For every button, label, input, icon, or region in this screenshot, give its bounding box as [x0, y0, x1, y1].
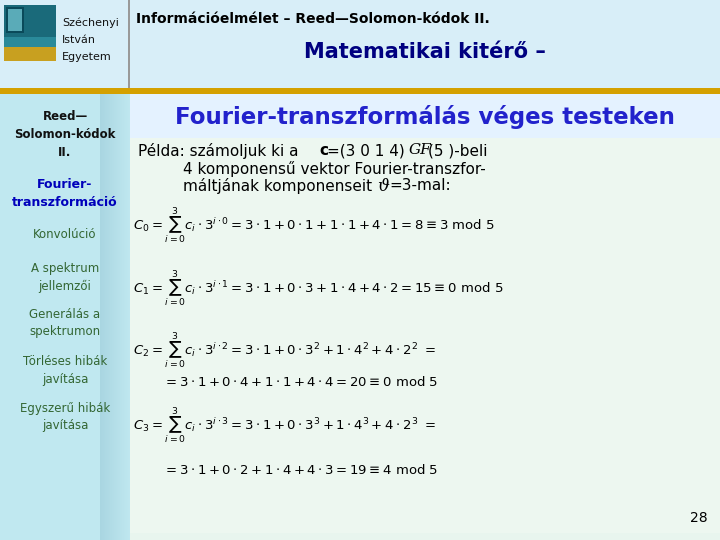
Bar — [112, 94, 113, 540]
Bar — [0, 94, 130, 540]
Bar — [101, 94, 102, 540]
Text: $C_3 = \sum_{i=0}^{3} c_i \cdot 3^{i \cdot 3} = 3 \cdot 1 + 0 \cdot 3^3 + 1 \cdo: $C_3 = \sum_{i=0}^{3} c_i \cdot 3^{i \cd… — [133, 405, 436, 446]
Bar — [100, 94, 101, 540]
Text: =3-mal:: =3-mal: — [389, 178, 451, 193]
Bar — [115, 94, 116, 540]
Text: máltjának komponenseit: máltjának komponenseit — [183, 178, 377, 194]
Bar — [4, 47, 56, 61]
Text: Fourier-transzformálás véges testeken: Fourier-transzformálás véges testeken — [175, 105, 675, 129]
Text: 4 komponensű vektor Fourier-transzfor-: 4 komponensű vektor Fourier-transzfor- — [183, 161, 486, 177]
Bar — [104, 94, 105, 540]
Text: Fourier-
transzformáció: Fourier- transzformáció — [12, 178, 118, 209]
Text: Matematikai kitérő –: Matematikai kitérő – — [304, 42, 546, 62]
Bar — [130, 138, 720, 533]
Text: ϑ: ϑ — [377, 178, 389, 195]
Text: Információelmélet – Reed—Solomon-kódok II.: Információelmélet – Reed—Solomon-kódok I… — [136, 12, 490, 26]
Text: $= 3 \cdot 1 + 0 \cdot 2 + 1 \cdot 4 + 4 \cdot 3 = 19 \equiv 4\ \mathrm{mod}\ 5$: $= 3 \cdot 1 + 0 \cdot 2 + 1 \cdot 4 + 4… — [163, 463, 438, 477]
Bar — [127, 94, 128, 540]
Bar — [107, 94, 108, 540]
Text: A spektrum
jellemzői: A spektrum jellemzői — [31, 262, 99, 293]
Bar — [0, 0, 720, 90]
Bar — [119, 94, 120, 540]
Bar — [124, 94, 125, 540]
Bar — [129, 94, 130, 540]
Text: Generálás a
spektrumon: Generálás a spektrumon — [30, 308, 101, 339]
Text: Egyetem: Egyetem — [62, 52, 112, 62]
Text: Konvolúció: Konvolúció — [33, 228, 96, 241]
Text: (5 )-beli: (5 )-beli — [428, 143, 487, 158]
Bar — [6, 7, 24, 33]
Text: Széchenyi: Széchenyi — [62, 18, 119, 29]
Bar — [0, 88, 720, 94]
Bar — [114, 94, 115, 540]
Text: c: c — [319, 143, 328, 158]
Bar — [125, 94, 126, 540]
Bar — [126, 94, 127, 540]
Bar — [113, 94, 114, 540]
Text: =(3 0 1 4): =(3 0 1 4) — [327, 143, 415, 158]
Bar — [111, 94, 112, 540]
Bar — [108, 94, 109, 540]
Text: Reed—
Solomon-kódok
II.: Reed— Solomon-kódok II. — [14, 110, 116, 159]
Text: $= 3 \cdot 1 + 0 \cdot 4 + 1 \cdot 1 + 4 \cdot 4 = 20 \equiv 0\ \mathrm{mod}\ 5$: $= 3 \cdot 1 + 0 \cdot 4 + 1 \cdot 1 + 4… — [163, 375, 438, 389]
Bar — [103, 94, 104, 540]
Text: $C_1 = \sum_{i=0}^{3} c_i \cdot 3^{i \cdot 1} = 3 \cdot 1 + 0 \cdot 3 + 1 \cdot : $C_1 = \sum_{i=0}^{3} c_i \cdot 3^{i \cd… — [133, 268, 503, 309]
Bar — [120, 94, 121, 540]
Bar — [109, 94, 110, 540]
Text: Törléses hibák
javítása: Törléses hibák javítása — [23, 355, 107, 386]
Text: 28: 28 — [690, 511, 708, 525]
Bar — [102, 94, 103, 540]
Bar — [117, 94, 118, 540]
Bar — [116, 94, 117, 540]
Bar — [123, 94, 124, 540]
Text: Egyszerű hibák
javítása: Egyszerű hibák javítása — [20, 402, 110, 433]
Bar — [121, 94, 122, 540]
Bar — [106, 94, 107, 540]
Bar — [8, 9, 22, 31]
Bar — [128, 0, 130, 90]
Bar — [130, 94, 720, 138]
Text: GF: GF — [409, 143, 432, 157]
Text: Példa: számoljuk ki a: Példa: számoljuk ki a — [138, 143, 303, 159]
Text: $C_0 = \sum_{i=0}^{3} c_i \cdot 3^{i \cdot 0} = 3 \cdot 1 + 0 \cdot 1 + 1 \cdot : $C_0 = \sum_{i=0}^{3} c_i \cdot 3^{i \cd… — [133, 205, 495, 246]
Bar — [105, 94, 106, 540]
Bar — [110, 94, 111, 540]
Text: István: István — [62, 35, 96, 45]
Bar — [128, 94, 129, 540]
Bar — [118, 94, 119, 540]
Bar — [122, 94, 123, 540]
Bar — [4, 5, 56, 47]
Bar — [4, 5, 56, 37]
Text: $C_2 = \sum_{i=0}^{3} c_i \cdot 3^{i \cdot 2} = 3 \cdot 1 + 0 \cdot 3^2 + 1 \cdo: $C_2 = \sum_{i=0}^{3} c_i \cdot 3^{i \cd… — [133, 330, 436, 370]
